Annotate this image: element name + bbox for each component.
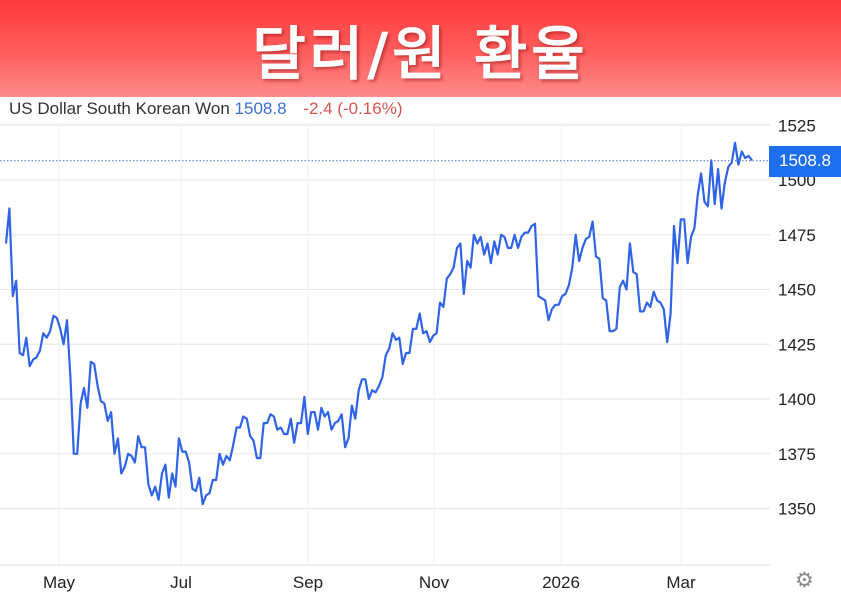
x-tick-label: Nov [419, 573, 450, 592]
y-tick-label: 1350 [778, 500, 816, 519]
y-tick-label: 1375 [778, 445, 816, 464]
y-tick-label: 1425 [778, 335, 816, 354]
last-price-badge: 1508.8 [769, 145, 841, 177]
series-line [4, 141, 753, 506]
title-banner: 달러/원 환율 [0, 0, 841, 97]
y-tick-label: 1400 [778, 390, 816, 409]
y-tick-label: 1475 [778, 226, 816, 245]
y-tick-label: 1450 [778, 281, 816, 300]
instrument-name: US Dollar South Korean Won [9, 99, 230, 118]
x-tick-label: May [43, 573, 76, 592]
gear-icon[interactable]: ⚙ [795, 569, 814, 592]
x-tick-label: Mar [666, 573, 696, 592]
current-price: 1508.8 [234, 99, 287, 118]
banner-title: 달러/원 환율 [252, 19, 589, 88]
x-tick-label: Sep [293, 573, 323, 592]
y-tick-label: 1525 [778, 116, 816, 135]
x-tick-label: 2026 [542, 573, 580, 592]
chart-legend: US Dollar South Korean Won 1508.8 -2.4 (… [9, 99, 402, 119]
x-tick-label: Jul [170, 573, 192, 592]
price-change: -2.4 (-0.16%) [303, 99, 403, 118]
